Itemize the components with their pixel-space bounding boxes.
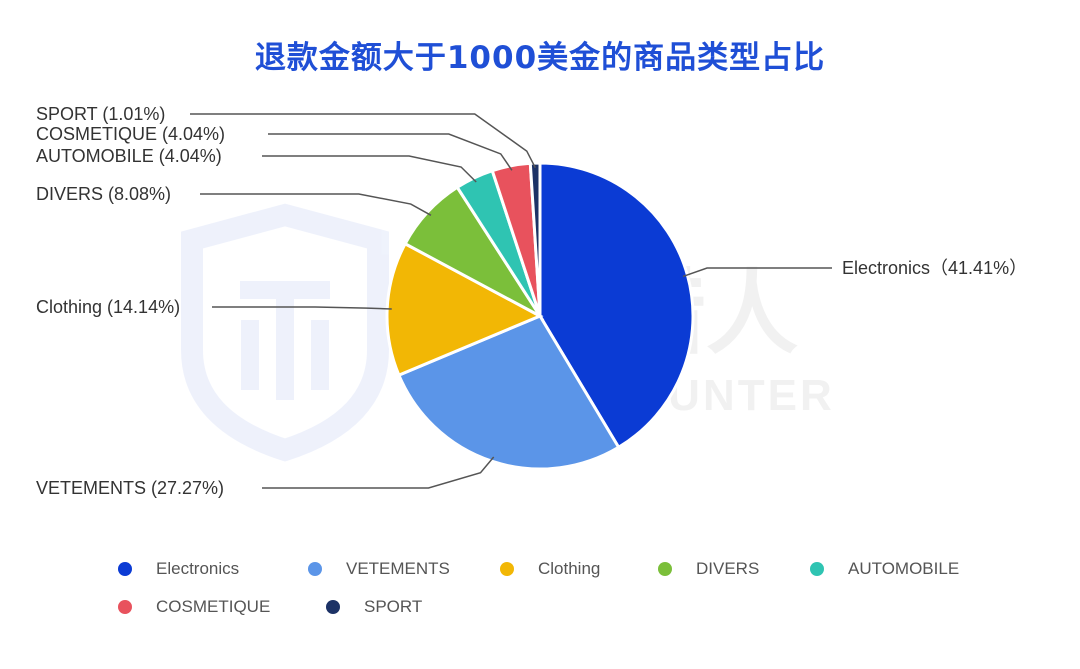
slice-label-vetements: VETEMENTS (27.27%) — [36, 478, 224, 498]
legend-dot-icon — [810, 562, 824, 576]
legend-label: Clothing — [538, 559, 601, 578]
legend-dot-icon — [658, 562, 672, 576]
legend-label: SPORT — [364, 597, 423, 616]
legend-item-electronics: Electronics — [118, 557, 239, 581]
legend-dot-icon — [118, 562, 132, 576]
legend-dot-icon — [308, 562, 322, 576]
leader-lines — [190, 113, 832, 489]
legend-dot-icon — [326, 600, 340, 614]
watermark-shield-icon — [181, 203, 389, 462]
slice-labels: Electronics（41.41%） VETEMENTS (27.27%) Clo… — [36, 104, 1027, 498]
legend-item-cosmetique: COSMETIQUE — [118, 595, 270, 619]
leader-line-automobile — [262, 155, 477, 183]
pie-slices — [385, 161, 695, 471]
slice-label-electronics: Electronics（41.41%） — [842, 258, 1027, 278]
slice-label-divers: DIVERS (8.08%) — [36, 184, 171, 204]
slice-label-clothing: Clothing (14.14%) — [36, 297, 180, 317]
legend-item-clothing: Clothing — [500, 557, 600, 581]
slice-label-sport: SPORT (1.01%) — [36, 104, 165, 124]
legend-label: AUTOMOBILE — [848, 559, 960, 578]
slice-label-automobile: AUTOMOBILE (4.04%) — [36, 146, 222, 166]
pie-slice-sport — [528, 161, 542, 317]
legend-item-vetements: VETEMENTS — [308, 557, 450, 581]
legend-label: DIVERS — [696, 559, 760, 578]
legend-item-divers: DIVERS — [658, 557, 759, 581]
leader-line-vetements — [262, 456, 495, 489]
legend-item-sport: SPORT — [326, 595, 422, 619]
chart-title: 退款金额大于1000美金的商品类型占比 — [254, 40, 826, 76]
slice-label-cosmetique: COSMETIQUE (4.04%) — [36, 124, 225, 144]
leader-line-divers — [200, 193, 432, 216]
legend-label: VETEMENTS — [346, 559, 450, 578]
legend-dot-icon — [118, 600, 132, 614]
legend-label: Electronics — [156, 559, 240, 578]
pie-slice-vetements — [396, 314, 621, 471]
leader-line-clothing — [212, 306, 392, 310]
leader-line-cosmetique — [268, 133, 513, 171]
legend-label: COSMETIQUE — [156, 597, 271, 616]
leader-line-electronics — [682, 267, 832, 278]
leader-line-sport — [190, 113, 536, 169]
legend-item-automobile: AUTOMOBILE — [810, 557, 959, 581]
legend-dot-icon — [500, 562, 514, 576]
